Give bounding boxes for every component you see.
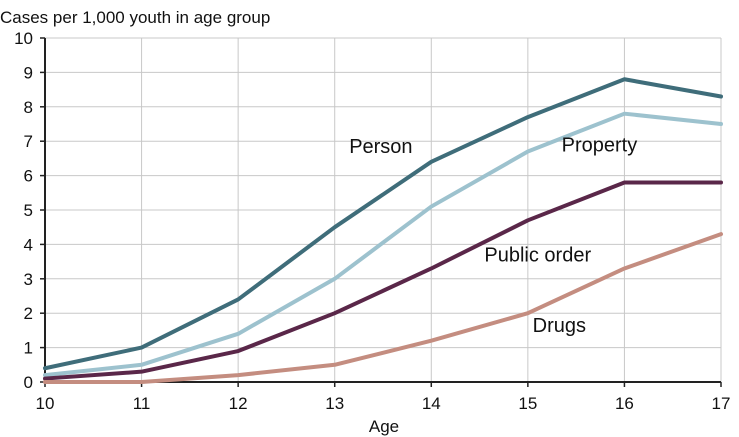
public-order-line [43,180,723,381]
y-tick-label: 7 [24,132,33,151]
drugs-line [43,232,723,384]
y-tick-label: 2 [24,304,33,323]
x-tick-label: 15 [518,394,537,413]
y-tick-label: 6 [24,167,33,186]
grid [44,37,722,383]
y-tick-label: 4 [24,235,33,254]
y-tick-label: 1 [24,339,33,358]
axes [40,37,722,387]
x-tick-label: 13 [325,394,344,413]
person-series-label: Person [349,136,412,158]
y-axis-label: Cases per 1,000 youth in age group [0,8,270,27]
x-tick-label: 14 [422,394,441,413]
y-tick-label: 9 [24,63,33,82]
y-tick-label: 3 [24,270,33,289]
public-order-series-label: Public order [484,245,591,267]
property-line [43,111,723,378]
x-axis-label: Age [369,417,399,436]
series-labels: Person Property Public order Drugs [349,135,637,338]
x-tick-label: 12 [229,394,248,413]
series-lines [43,77,723,384]
y-tick-label: 5 [24,201,33,220]
y-tick-label: 10 [14,29,33,48]
x-tick-label: 16 [615,394,634,413]
y-tick-label: 8 [24,98,33,117]
x-tick-label: 11 [133,394,151,413]
property-series-label: Property [562,135,638,157]
x-tick-label: 17 [712,394,731,413]
person-line [43,77,723,371]
x-tick-label: 10 [36,394,55,413]
y-tick-label: 0 [24,373,33,392]
drugs-series-label: Drugs [533,315,586,337]
